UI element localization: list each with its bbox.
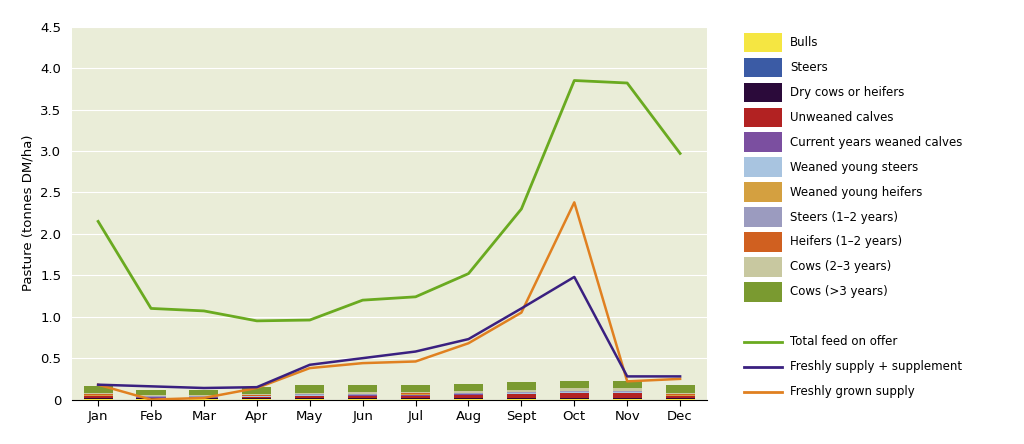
Bar	[136, 395, 166, 396]
FancyBboxPatch shape	[744, 58, 781, 77]
Bar	[612, 398, 642, 399]
Bar	[243, 397, 271, 398]
Text: Total feed on offer: Total feed on offer	[791, 335, 897, 349]
Text: Dry cows or heifers: Dry cows or heifers	[791, 86, 904, 99]
Bar	[401, 392, 430, 393]
Bar	[401, 396, 430, 398]
Bar	[560, 398, 589, 399]
Bar	[189, 395, 218, 396]
Text: Cows (>3 years): Cows (>3 years)	[791, 285, 888, 298]
Text: Freshly supply + supplement: Freshly supply + supplement	[791, 361, 963, 373]
Bar	[84, 398, 113, 399]
Bar	[454, 393, 483, 394]
Bar	[507, 398, 536, 399]
FancyBboxPatch shape	[744, 282, 781, 301]
Bar	[295, 385, 325, 393]
Bar	[560, 393, 589, 398]
Bar	[348, 392, 377, 393]
Bar	[507, 392, 536, 393]
Bar	[348, 394, 377, 395]
FancyBboxPatch shape	[744, 32, 781, 52]
FancyBboxPatch shape	[744, 232, 781, 252]
FancyBboxPatch shape	[744, 83, 781, 102]
Bar	[401, 385, 430, 392]
Bar	[348, 385, 377, 392]
Bar	[243, 394, 271, 395]
Bar	[666, 395, 694, 396]
FancyBboxPatch shape	[744, 258, 781, 277]
FancyBboxPatch shape	[744, 107, 781, 127]
Bar	[295, 398, 325, 399]
Bar	[507, 382, 536, 390]
Bar	[454, 391, 483, 393]
Bar	[666, 385, 694, 393]
Bar	[612, 381, 642, 388]
Bar	[84, 396, 113, 398]
Bar	[560, 391, 589, 392]
Bar	[666, 398, 694, 399]
Bar	[401, 395, 430, 396]
Bar	[507, 394, 536, 398]
FancyBboxPatch shape	[744, 158, 781, 177]
Text: Current years weaned calves: Current years weaned calves	[791, 135, 963, 149]
Bar	[84, 385, 113, 393]
Text: Bulls: Bulls	[791, 36, 818, 49]
Bar	[560, 381, 589, 388]
Bar	[84, 393, 113, 394]
Bar	[507, 390, 536, 392]
Text: Unweaned calves: Unweaned calves	[791, 111, 894, 123]
Text: Weaned young steers: Weaned young steers	[791, 161, 919, 174]
Bar	[454, 398, 483, 399]
Text: Steers: Steers	[791, 61, 827, 74]
FancyBboxPatch shape	[744, 182, 781, 202]
Bar	[295, 396, 325, 398]
Bar	[507, 393, 536, 394]
Bar	[295, 393, 325, 394]
Bar	[348, 395, 377, 396]
Bar	[295, 394, 325, 395]
Bar	[612, 393, 642, 398]
Bar	[454, 394, 483, 395]
Bar	[612, 388, 642, 391]
Bar	[401, 398, 430, 399]
Y-axis label: Pasture (tonnes DM/ha): Pasture (tonnes DM/ha)	[22, 135, 35, 291]
Text: Freshly grown supply: Freshly grown supply	[791, 385, 914, 398]
Bar	[454, 395, 483, 398]
Text: Cows (2–3 years): Cows (2–3 years)	[791, 261, 891, 274]
Bar	[454, 384, 483, 391]
FancyBboxPatch shape	[744, 132, 781, 152]
Bar	[348, 398, 377, 399]
Bar	[243, 388, 271, 394]
Bar	[560, 388, 589, 391]
Bar	[666, 396, 694, 398]
Bar	[612, 391, 642, 392]
FancyBboxPatch shape	[744, 207, 781, 226]
Bar	[666, 393, 694, 394]
Bar	[243, 398, 271, 399]
Text: Weaned young heifers: Weaned young heifers	[791, 186, 923, 198]
Text: Steers (1–2 years): Steers (1–2 years)	[791, 210, 898, 223]
Bar	[348, 396, 377, 398]
Bar	[189, 390, 218, 395]
Text: Heifers (1–2 years): Heifers (1–2 years)	[791, 235, 902, 249]
Bar	[136, 390, 166, 395]
